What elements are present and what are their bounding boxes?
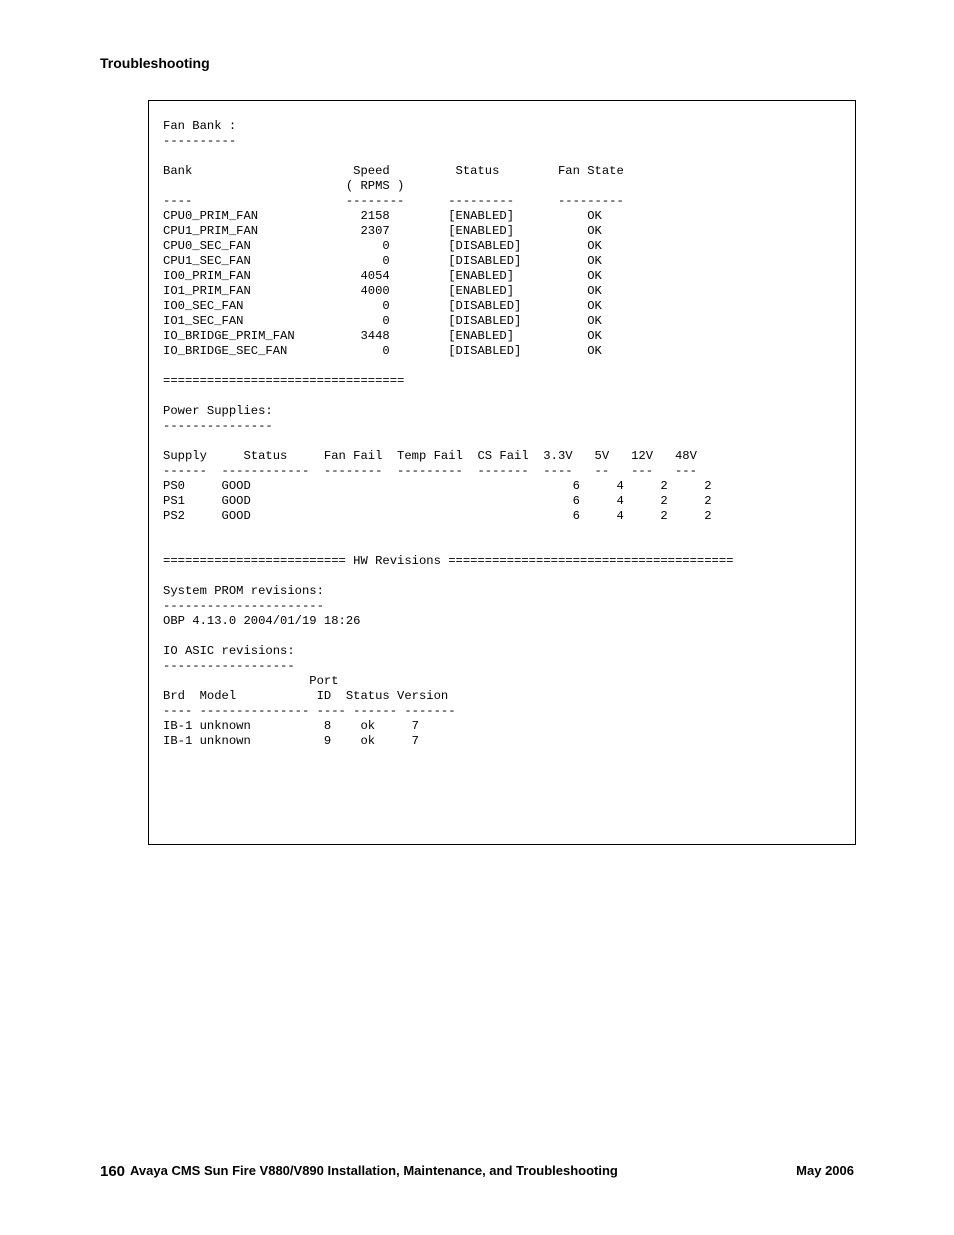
divider: ================================= <box>163 374 404 388</box>
fan-header-rule: ---- -------- --------- --------- <box>163 194 624 208</box>
fan-row: IO1_PRIM_FAN 4000 [ENABLED] OK <box>163 284 602 298</box>
ps-title-rule: --------------- <box>163 419 273 433</box>
fan-title-rule: ---------- <box>163 134 236 148</box>
fan-row: IO0_SEC_FAN 0 [DISABLED] OK <box>163 299 602 313</box>
ps-title: Power Supplies: <box>163 404 273 418</box>
section-header: Troubleshooting <box>100 55 210 71</box>
fan-row: IO_BRIDGE_SEC_FAN 0 [DISABLED] OK <box>163 344 602 358</box>
fan-header2: ( RPMS ) <box>163 179 404 193</box>
asic-header1: Port <box>163 674 339 688</box>
asic-title: IO ASIC revisions: <box>163 644 295 658</box>
fan-row: IO0_PRIM_FAN 4054 [ENABLED] OK <box>163 269 602 283</box>
ps-row: PS2 GOOD 6 4 2 2 <box>163 509 712 523</box>
asic-header-rule: ---- --------------- ---- ------ ------- <box>163 704 456 718</box>
ps-header-rule: ------ ------------ -------- --------- -… <box>163 464 697 478</box>
ps-row: PS1 GOOD 6 4 2 2 <box>163 494 712 508</box>
asic-row: IB-1 unknown 8 ok 7 <box>163 719 419 733</box>
fan-row: CPU0_SEC_FAN 0 [DISABLED] OK <box>163 239 602 253</box>
asic-header2: Brd Model ID Status Version <box>163 689 448 703</box>
prom-title-rule: ---------------------- <box>163 599 324 613</box>
fan-row: IO1_SEC_FAN 0 [DISABLED] OK <box>163 314 602 328</box>
hw-divider: ========================= HW Revisions =… <box>163 554 733 568</box>
prom-line: OBP 4.13.0 2004/01/19 18:26 <box>163 614 360 628</box>
terminal-output: Fan Bank : ---------- Bank Speed Status … <box>148 100 856 845</box>
prom-title: System PROM revisions: <box>163 584 324 598</box>
asic-title-rule: ------------------ <box>163 659 295 673</box>
footer-title: Avaya CMS Sun Fire V880/V890 Installatio… <box>130 1163 618 1178</box>
ps-row: PS0 GOOD 6 4 2 2 <box>163 479 712 493</box>
page-number: 160 <box>100 1163 125 1180</box>
fan-row: CPU1_SEC_FAN 0 [DISABLED] OK <box>163 254 602 268</box>
asic-row: IB-1 unknown 9 ok 7 <box>163 734 419 748</box>
footer-date: May 2006 <box>796 1163 854 1178</box>
fan-title: Fan Bank : <box>163 119 236 133</box>
fan-row: IO_BRIDGE_PRIM_FAN 3448 [ENABLED] OK <box>163 329 602 343</box>
fan-row: CPU1_PRIM_FAN 2307 [ENABLED] OK <box>163 224 602 238</box>
fan-row: CPU0_PRIM_FAN 2158 [ENABLED] OK <box>163 209 602 223</box>
ps-header: Supply Status Fan Fail Temp Fail CS Fail… <box>163 449 697 463</box>
fan-header1: Bank Speed Status Fan State <box>163 164 624 178</box>
